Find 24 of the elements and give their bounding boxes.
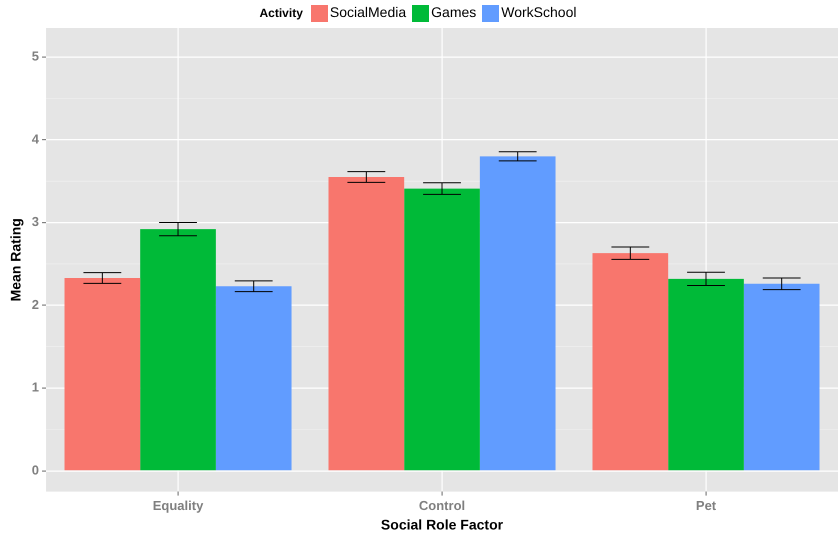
bar (64, 278, 140, 470)
bar (480, 156, 556, 470)
y-tick-label: 4 (32, 131, 40, 146)
x-tick-label: Pet (696, 498, 717, 513)
legend-label: SocialMedia (328, 4, 406, 22)
y-tick-label: 1 (32, 380, 40, 395)
y-tick-label: 3 (32, 214, 40, 230)
legend-label: WorkSchool (500, 4, 576, 22)
bar (668, 278, 744, 470)
y-axis-title: Mean Rating (7, 218, 24, 302)
y-tick-label: 5 (32, 48, 40, 64)
y-tick-label: 0 (32, 462, 40, 478)
legend-title: Activity (260, 6, 303, 20)
x-tick-label: Equality (152, 498, 204, 513)
bar (328, 177, 404, 470)
x-axis-title: Social Role Factor (380, 516, 504, 532)
bar (592, 253, 668, 470)
bar (216, 286, 292, 470)
legend-label: Games (430, 4, 476, 22)
bar (140, 229, 216, 470)
bar (404, 188, 480, 470)
bar (744, 284, 820, 470)
x-tick-label: Control (418, 498, 466, 513)
y-tick-label: 2 (32, 296, 40, 312)
